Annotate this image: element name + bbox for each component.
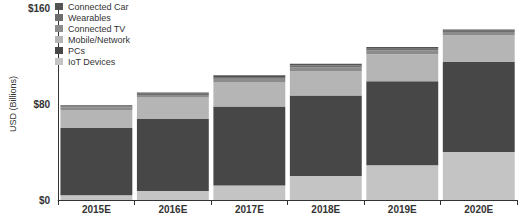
svg-text:USD (Billions): USD (Billions) [8, 76, 18, 132]
svg-text:Connected TV: Connected TV [68, 24, 125, 34]
svg-text:$0: $0 [39, 195, 51, 206]
svg-text:2017E: 2017E [235, 204, 264, 215]
svg-text:Wearables: Wearables [68, 13, 111, 23]
svg-text:2015E: 2015E [82, 204, 111, 215]
svg-text:$80: $80 [33, 99, 50, 110]
svg-text:PCs: PCs [68, 46, 86, 56]
svg-text:2016E: 2016E [158, 204, 187, 215]
svg-text:$160: $160 [28, 3, 51, 14]
svg-text:2019E: 2019E [388, 204, 417, 215]
svg-text:IoT Devices: IoT Devices [68, 57, 116, 67]
svg-text:2020E: 2020E [464, 204, 493, 215]
svg-text:2018E: 2018E [311, 204, 340, 215]
svg-text:Mobile/Network: Mobile/Network [68, 35, 131, 45]
svg-text:Connected Car: Connected Car [68, 2, 129, 12]
